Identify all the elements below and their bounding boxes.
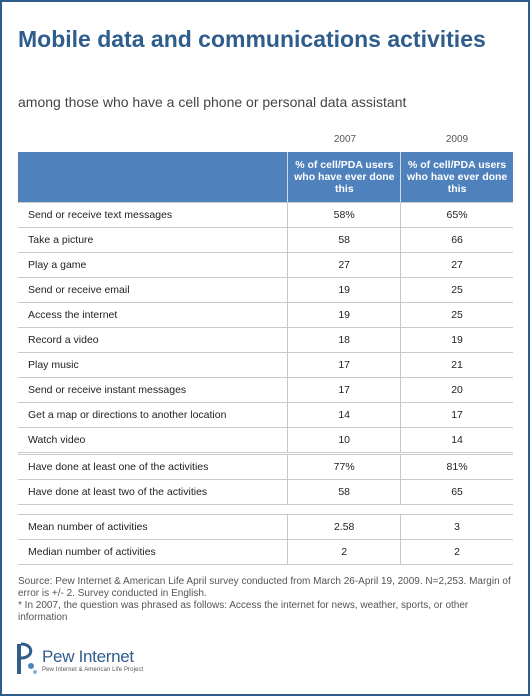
value-2007: 58 (287, 227, 401, 253)
row-label: Median number of activities (18, 539, 288, 565)
logo-name: Pew Internet (42, 647, 134, 666)
value-2009: 25 (400, 277, 513, 303)
value-2007: 18 (287, 327, 401, 353)
year-2007-label: 2007 (333, 134, 357, 145)
value-2007: 58% (287, 202, 401, 228)
page-title: Mobile data and communications activitie… (18, 26, 486, 52)
value-2009: 14 (400, 427, 513, 453)
row-label: Record a video (18, 327, 288, 353)
summary-table: Have done at least one of the activities… (18, 454, 513, 505)
value-2007: 17 (287, 352, 401, 378)
table-row: Have done at least one of the activities… (18, 454, 513, 480)
value-2007: 2.58 (287, 514, 401, 540)
activities-table: Send or receive text messages 58% 65% Take … (18, 202, 513, 453)
subtitle: among those who have a cell phone or per… (18, 94, 407, 110)
value-2009: 21 (400, 352, 513, 378)
value-2009: 27 (400, 252, 513, 278)
value-2007: 19 (287, 302, 401, 328)
value-2007: 2 (287, 539, 401, 565)
row-label: Play a game (18, 252, 288, 278)
header-blank-cell (18, 152, 287, 202)
table-row: Median number of activities 2 2 (18, 539, 513, 565)
table-row: Access the internet 19 25 (18, 302, 513, 328)
table-row: Play music 17 21 (18, 352, 513, 378)
value-2009: 3 (400, 514, 513, 540)
value-2009: 65 (400, 479, 513, 505)
footnotes: Source: Pew Internet & American Life Apr… (18, 576, 513, 624)
value-2007: 58 (287, 479, 401, 505)
pew-internet-logo: Pew Internet Pew Internet & American Lif… (16, 642, 143, 676)
row-label: Take a picture (18, 227, 288, 253)
year-2009-label: 2009 (445, 134, 469, 145)
table-row: Send or receive instant messages 17 20 (18, 377, 513, 403)
row-label: Send or receive email (18, 277, 288, 303)
value-2007: 14 (287, 402, 401, 428)
value-2007: 19 (287, 277, 401, 303)
pew-logo-icon (17, 642, 37, 674)
row-label: Send or receive text messages (18, 202, 288, 228)
stats-table: Mean number of activities 2.58 3 Median num… (18, 514, 513, 565)
row-label: Play music (18, 352, 288, 378)
row-label: Have done at least two of the activities (18, 479, 288, 505)
row-label: Watch video (18, 427, 288, 453)
value-2009: 2 (400, 539, 513, 565)
question-note: * In 2007, the question was phrased as f… (18, 600, 469, 623)
value-2009: 19 (400, 327, 513, 353)
row-label: Access the internet (18, 302, 288, 328)
header-2009-cell: % of cell/PDA users who have ever done t… (400, 152, 513, 202)
row-label: Have done at least one of the activities (18, 454, 288, 480)
table-row: Get a map or directions to another locat… (18, 402, 513, 428)
logo-tagline: Pew Internet & American Life Project (42, 667, 144, 673)
source-note: Source: Pew Internet & American Life Apr… (18, 576, 511, 599)
value-2009: 81% (400, 454, 513, 480)
table-row: Have done at least two of the activities… (18, 479, 513, 505)
row-label: Mean number of activities (18, 514, 288, 540)
table-row: Send or receive text messages 58% 65% (18, 202, 513, 228)
value-2007: 77% (287, 454, 401, 480)
table-row: Send or receive email 19 25 (18, 277, 513, 303)
table-row: Mean number of activities 2.58 3 (18, 514, 513, 540)
value-2009: 20 (400, 377, 513, 403)
value-2009: 17 (400, 402, 513, 428)
value-2009: 65% (400, 202, 513, 228)
table-header: % of cell/PDA users who have ever done t… (18, 152, 513, 202)
table-row: Play a game 27 27 (18, 252, 513, 278)
value-2009: 66 (400, 227, 513, 253)
value-2007: 27 (287, 252, 401, 278)
header-2007-cell: % of cell/PDA users who have ever done t… (287, 152, 400, 202)
table-row: Take a picture 58 66 (18, 227, 513, 253)
table-row: Watch video 10 14 (18, 427, 513, 453)
value-2009: 25 (400, 302, 513, 328)
value-2007: 17 (287, 377, 401, 403)
value-2007: 10 (287, 427, 401, 453)
row-label: Get a map or directions to another locat… (18, 402, 288, 428)
row-label: Send or receive instant messages (18, 377, 288, 403)
table-row: Record a video 18 19 (18, 327, 513, 353)
